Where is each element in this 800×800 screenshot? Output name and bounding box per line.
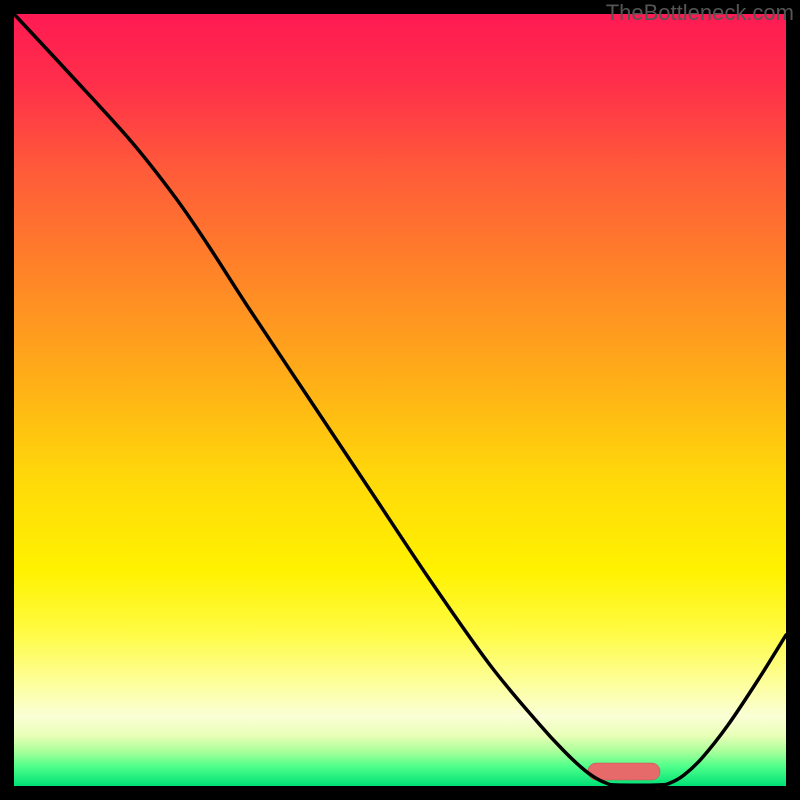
bottleneck-chart: TheBottleneck.com — [0, 0, 800, 800]
watermark-text: TheBottleneck.com — [606, 0, 794, 24]
gradient-background — [14, 14, 786, 786]
chart-svg — [0, 0, 800, 800]
bottleneck-marker — [588, 763, 660, 780]
